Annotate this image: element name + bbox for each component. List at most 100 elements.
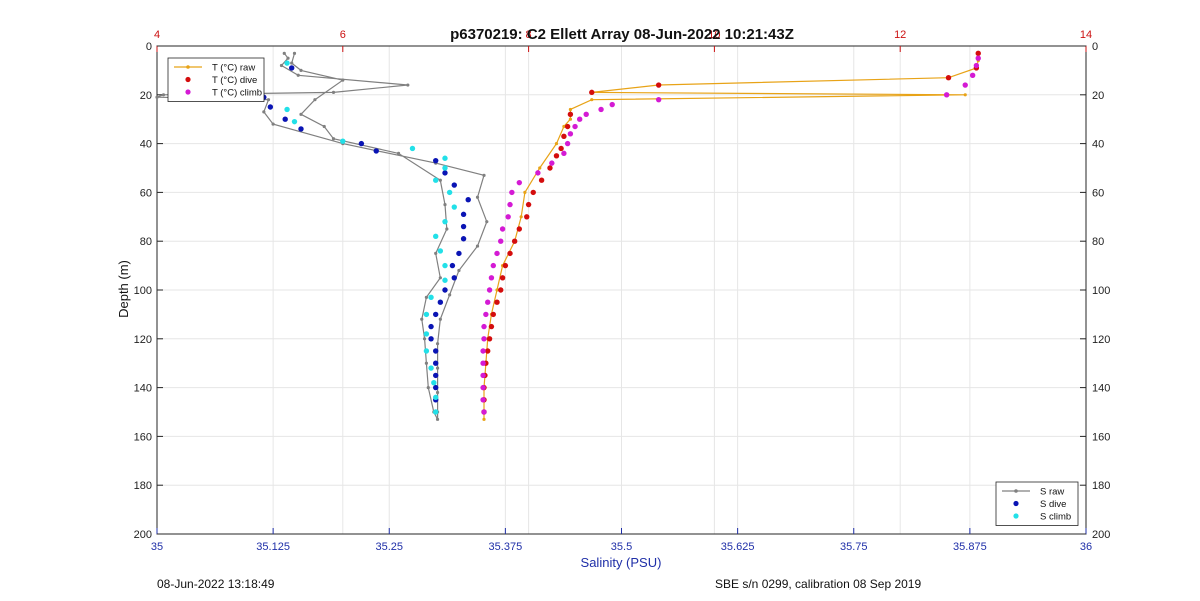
tick-label-depth-right: 80 (1092, 236, 1104, 248)
data-point-s-climb (437, 248, 444, 254)
data-point-s-raw (438, 276, 442, 280)
tick-label-temperature: 8 (526, 29, 532, 41)
data-point-s-raw (331, 137, 336, 141)
tick-label-depth-right: 140 (1092, 383, 1110, 395)
data-point-s-raw (435, 390, 440, 395)
legend-label: S raw (1040, 487, 1064, 498)
data-point-t-c-dive (558, 145, 564, 152)
legend-marker-swatch (185, 76, 191, 83)
data-series (155, 50, 981, 421)
data-point-s-raw (435, 417, 440, 421)
tick-label-salinity: 35.75 (840, 541, 868, 553)
data-point-t-c-climb (481, 336, 487, 342)
data-point-s-raw (322, 124, 326, 129)
legend-box (995, 481, 1079, 526)
data-point-s-dive (433, 360, 439, 366)
legend-label: T (°C) raw (212, 63, 255, 74)
data-point-s-climb (428, 294, 434, 301)
data-point-t-c-climb (485, 299, 491, 305)
data-point-t-c-climb (655, 96, 662, 103)
data-point-s-raw (435, 342, 440, 346)
tick-label-salinity: 35 (151, 541, 163, 553)
tick-label-depth-left: 120 (134, 334, 152, 346)
legend-label: T (°C) dive (212, 75, 257, 86)
data-point-s-raw (435, 366, 440, 370)
legend-item: T (°C) climb (185, 88, 262, 99)
legend-item: S dive (1013, 499, 1066, 510)
data-point-t-c-dive (547, 165, 553, 171)
data-point-t-c-climb (480, 397, 486, 403)
tick-label-depth-left: 140 (134, 383, 152, 395)
data-point-t-c-climb (505, 214, 511, 220)
legend-marker-swatch (1013, 500, 1019, 507)
legend-item: S raw (1002, 487, 1064, 498)
data-point-t-c-climb (480, 348, 486, 354)
series-line-t-c-raw (483, 53, 979, 420)
data-point-t-c-climb (486, 287, 493, 293)
data-point-s-dive (428, 323, 434, 330)
data-point-t-c-raw (523, 190, 527, 194)
data-point-t-c-dive (498, 287, 504, 293)
data-point-t-c-dive (564, 123, 571, 130)
data-point-s-dive (428, 336, 434, 342)
data-point-t-c-climb (499, 226, 506, 232)
data-point-s-dive (451, 182, 457, 188)
data-point-s-climb (446, 189, 453, 196)
data-point-t-c-climb (490, 262, 496, 269)
data-point-s-climb (442, 165, 448, 171)
data-point-t-c-dive (516, 226, 523, 232)
data-point-s-raw (424, 361, 429, 365)
data-point-t-c-dive (553, 153, 560, 159)
data-point-t-c-climb (583, 111, 589, 118)
data-point-t-c-dive (945, 75, 952, 81)
data-point-t-c-climb (973, 62, 980, 69)
data-point-s-raw (396, 151, 401, 155)
data-point-s-dive (456, 250, 462, 257)
tick-label-temperature: 12 (894, 29, 906, 41)
tick-label-salinity: 35.25 (375, 541, 403, 553)
series-t-c-climb (480, 55, 981, 415)
data-point-s-raw (420, 317, 424, 321)
data-point-t-c-climb (535, 170, 541, 176)
tick-label-depth-right: 100 (1092, 285, 1110, 297)
data-point-t-c-raw (963, 93, 967, 97)
data-point-s-dive (433, 348, 439, 354)
data-point-s-dive (289, 65, 295, 71)
tick-label-depth-left: 80 (140, 236, 152, 248)
data-point-t-c-climb (494, 250, 500, 257)
data-point-s-climb (442, 218, 448, 225)
data-point-s-raw (299, 68, 303, 72)
data-point-s-raw (271, 122, 275, 126)
data-point-s-climb (431, 380, 437, 386)
grid (157, 46, 1086, 534)
data-point-t-c-dive (494, 299, 500, 305)
data-point-t-c-dive (530, 189, 536, 196)
data-point-t-c-raw (538, 166, 542, 170)
tick-label-depth-left: 160 (134, 431, 152, 443)
tick-label-depth-right: 20 (1092, 90, 1104, 102)
tick-label-salinity: 35.125 (256, 541, 290, 553)
tick-label-salinity: 35.875 (953, 541, 987, 553)
data-point-t-c-raw (568, 107, 573, 112)
tick-label-depth-right: 160 (1092, 431, 1110, 443)
data-point-t-c-dive (589, 89, 595, 96)
tick-label-depth-left: 20 (140, 90, 152, 102)
data-point-s-dive (460, 223, 467, 230)
data-point-t-c-climb (516, 179, 523, 186)
data-point-s-climb (284, 60, 290, 66)
data-point-s-raw (290, 61, 294, 65)
data-point-s-climb (442, 262, 448, 269)
data-point-s-raw (434, 251, 438, 255)
tick-label-depth-right: 200 (1092, 529, 1110, 541)
data-point-s-raw (266, 98, 271, 102)
data-point-s-dive (442, 170, 448, 176)
data-point-t-c-dive (538, 177, 545, 183)
data-point-s-dive (373, 148, 379, 154)
data-point-s-raw (331, 90, 336, 94)
data-point-s-climb (428, 365, 434, 371)
data-point-s-dive (267, 104, 274, 110)
data-point-s-raw (296, 73, 300, 77)
legend-label: S dive (1040, 499, 1066, 510)
data-point-t-c-climb (609, 101, 615, 108)
